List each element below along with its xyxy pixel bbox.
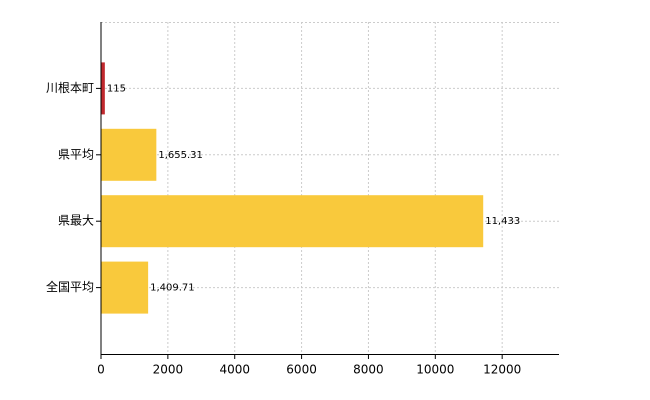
bar [101,261,149,314]
x-tick-label: 12000 [483,363,521,377]
value-label: 115 [107,83,126,94]
x-tick-label: 8000 [353,363,384,377]
bar [101,62,105,115]
x-tick-label: 4000 [219,363,250,377]
value-label: 11,433 [485,216,520,227]
x-tick-label: 0 [97,363,105,377]
value-label: 1,655.31 [158,150,203,161]
y-tick-label: 県最大 [58,214,94,228]
y-tick-label: 全国平均 [46,279,94,294]
y-tick-label: 川根本町 [46,81,94,95]
grid-layer [100,22,559,354]
x-tick-label: 10000 [416,363,454,377]
x-tick-label: 2000 [153,363,184,377]
x-tick-label: 6000 [286,363,317,377]
bar [101,195,484,248]
y-tick-label: 県平均 [58,147,94,161]
value-label: 1,409.71 [150,283,195,294]
bar [101,128,157,181]
